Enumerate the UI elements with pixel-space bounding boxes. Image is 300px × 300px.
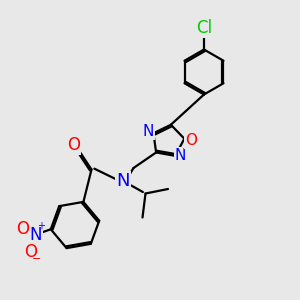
Text: N: N bbox=[175, 148, 186, 163]
Text: O: O bbox=[185, 133, 197, 148]
Text: O: O bbox=[24, 243, 37, 261]
Text: +: + bbox=[37, 221, 45, 231]
Text: N: N bbox=[142, 124, 154, 139]
Text: N: N bbox=[29, 226, 41, 244]
Text: O: O bbox=[67, 136, 80, 154]
Text: O: O bbox=[16, 220, 29, 238]
Text: Cl: Cl bbox=[196, 19, 212, 37]
Text: −: − bbox=[32, 254, 41, 264]
Text: N: N bbox=[116, 172, 130, 190]
